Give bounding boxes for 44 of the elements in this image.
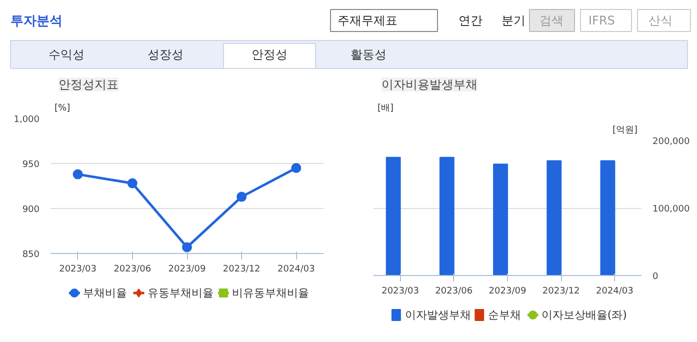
x-tick-label: 2023/12: [222, 264, 260, 274]
text: 산식: [648, 14, 672, 28]
x-tick-label: 2024/03: [596, 286, 634, 296]
chart-title: 이자비용발생부채: [382, 78, 478, 92]
text: 활동성: [350, 48, 386, 62]
chart-title: 안정성지표: [58, 78, 118, 92]
legend-label: 부채비율: [83, 286, 128, 300]
text: 투자분석: [10, 14, 62, 29]
legend-label: 이자발생부채: [405, 308, 472, 322]
point: [291, 163, 302, 173]
legend-label: 비유동부채비율: [232, 286, 310, 300]
x-tick-label: 2023/12: [542, 286, 580, 296]
x-tick-label: 2023/03: [382, 286, 419, 296]
y2-axis-title: [억원]: [612, 126, 638, 136]
y-tick-label: 950: [22, 160, 40, 170]
y-tick-label: 900: [22, 205, 40, 215]
y2-tick-label: 100,000: [652, 204, 690, 214]
legend-label: 이자보상배율(좌): [541, 308, 627, 322]
x-tick-label: 2023/06: [114, 264, 152, 274]
y-axis-title: [%]: [54, 104, 70, 114]
point: [182, 242, 192, 252]
text: 분기: [502, 14, 526, 28]
text: 성장성: [148, 48, 184, 62]
point: [72, 169, 83, 180]
y2-tick-label: 0: [652, 272, 658, 282]
text: 연간: [458, 14, 482, 28]
y-tick-label: 850: [22, 250, 40, 260]
y-axis-title: [배]: [378, 104, 394, 114]
text: 검색: [540, 14, 564, 28]
point: [236, 192, 247, 202]
x-tick-label: 2023/09: [168, 264, 206, 274]
text: 주재무제표: [338, 14, 398, 28]
point: [127, 178, 138, 188]
y2-tick-label: 200,000: [652, 137, 690, 147]
y-tick-label: 1,000: [14, 115, 40, 125]
x-tick-label: 2023/03: [59, 264, 96, 274]
text: IFRS: [588, 14, 615, 28]
legend-label: 순부채: [488, 308, 522, 322]
x-tick-label: 2024/03: [278, 264, 315, 274]
legend-label: 유동부채비율: [147, 286, 214, 300]
x-tick-label: 2023/09: [488, 286, 526, 296]
text: 안정성: [252, 48, 288, 62]
x-tick-label: 2023/06: [435, 286, 473, 296]
text: 수익성: [48, 48, 84, 62]
